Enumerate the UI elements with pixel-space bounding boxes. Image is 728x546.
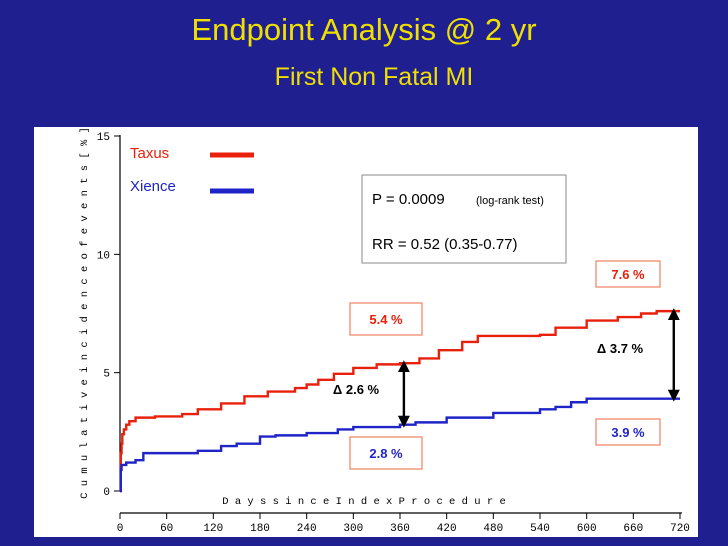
legend-label-taxus: Taxus <box>130 145 169 162</box>
label-box-taxus-720 <box>595 260 661 288</box>
series-line-taxus <box>119 309 680 493</box>
x-tick-label: 180 <box>250 523 270 535</box>
p-value: P = 0.0009 <box>372 191 445 208</box>
relative-risk: RR = 0.52 (0.35-0.77) <box>372 236 518 253</box>
label-delta-365: Δ 2.6 % <box>333 382 380 397</box>
x-tick-label: 420 <box>437 523 457 535</box>
plot-panel: 0 5 10 15 0 60 120 180 240 300 360 420 480 540 600 660… <box>34 127 698 537</box>
km-chart: 0 5 10 15 0 60 120 180 240 300 360 420 480 540 600 660… <box>79 127 690 535</box>
x-tick-label: 720 <box>670 523 690 535</box>
x-tick-label: 300 <box>343 523 363 535</box>
label-taxus-720: 7.6 % <box>611 267 645 282</box>
label-box-xience-365 <box>349 436 423 470</box>
stats-box-frame <box>361 174 567 264</box>
y-tick-label: 5 <box>103 369 110 381</box>
y-tick-label: 10 <box>97 250 110 262</box>
x-tick-label: 240 <box>297 523 317 535</box>
label-box-taxus-365 <box>349 302 423 336</box>
y-tick-label: 0 <box>103 487 110 499</box>
label-xience-720: 3.9 % <box>611 425 645 440</box>
legend: Taxus Xience <box>130 145 254 195</box>
y-tick-label: 15 <box>97 132 110 144</box>
x-tick-label: 0 <box>117 523 124 535</box>
legend-label-xience: Xience <box>130 178 176 195</box>
slide-subtitle: First Non Fatal MI <box>274 63 474 91</box>
p-value-note: (log-rank test) <box>476 195 544 207</box>
label-delta-720: Δ 3.7 % <box>597 341 644 356</box>
x-tick-label: 600 <box>577 523 597 535</box>
y-axis-label: C u m u l a t i v e i n c i d e n c e o … <box>79 127 91 499</box>
x-tick-label: 540 <box>530 523 550 535</box>
label-xience-365: 2.8 % <box>369 446 403 461</box>
x-tick-label: 660 <box>623 523 643 535</box>
x-tick-label: 60 <box>160 523 173 535</box>
x-tick-label: 360 <box>390 523 410 535</box>
x-axis-label: D a y s s i n c e I n d e x P r o c e d … <box>222 496 506 508</box>
x-tick-label: 120 <box>203 523 223 535</box>
slide-title: Endpoint Analysis @ 2 yr <box>191 12 537 47</box>
label-taxus-365: 5.4 % <box>369 312 403 327</box>
series-line-xience <box>119 397 680 493</box>
x-tick-label: 480 <box>483 523 503 535</box>
stats-box: P = 0.0009 (log-rank test) RR = 0.52 (0.… <box>361 174 567 264</box>
label-box-xience-720 <box>595 418 661 446</box>
